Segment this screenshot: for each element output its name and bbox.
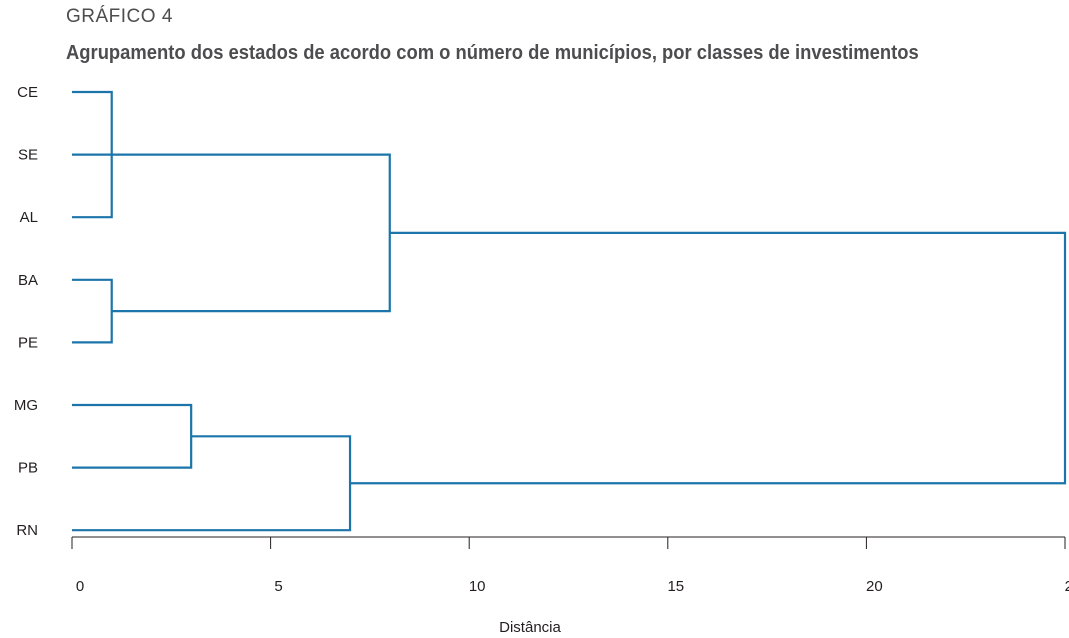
- chart-kicker: GRÁFICO 4: [66, 6, 173, 27]
- leaf-label: AL: [20, 209, 38, 226]
- leaf-labels: CE SE AL BA PE MG PB RN: [14, 84, 38, 539]
- x-tick-label: 10: [469, 578, 486, 595]
- x-tick-label: 25: [1065, 578, 1069, 595]
- dendrogram-links: [72, 90, 1067, 532]
- x-tick-label: 5: [274, 578, 282, 595]
- dendrogram-link: [350, 231, 1067, 485]
- leaf-label: CE: [17, 84, 38, 101]
- dendrogram-link: [72, 403, 193, 469]
- leaf-label: MG: [14, 397, 38, 414]
- leaf-label: SE: [18, 147, 38, 164]
- x-axis-label: Distância: [499, 619, 561, 636]
- dendrogram-link: [111, 153, 391, 313]
- x-axis: 0 5 10 15 20 25: [71, 536, 1069, 595]
- leaf-label: PB: [18, 460, 38, 477]
- leaf-label: BA: [18, 272, 38, 289]
- x-tick-label: 20: [866, 578, 883, 595]
- chart-title: Agrupamento dos estados de acordo com o …: [66, 42, 919, 64]
- x-tick-label: 0: [76, 578, 84, 595]
- leaf-label: RN: [16, 522, 38, 539]
- dendrogram-link: [72, 435, 352, 532]
- dendrogram-link: [72, 278, 113, 344]
- x-tick-label: 15: [667, 578, 684, 595]
- leaf-label: PE: [18, 334, 38, 351]
